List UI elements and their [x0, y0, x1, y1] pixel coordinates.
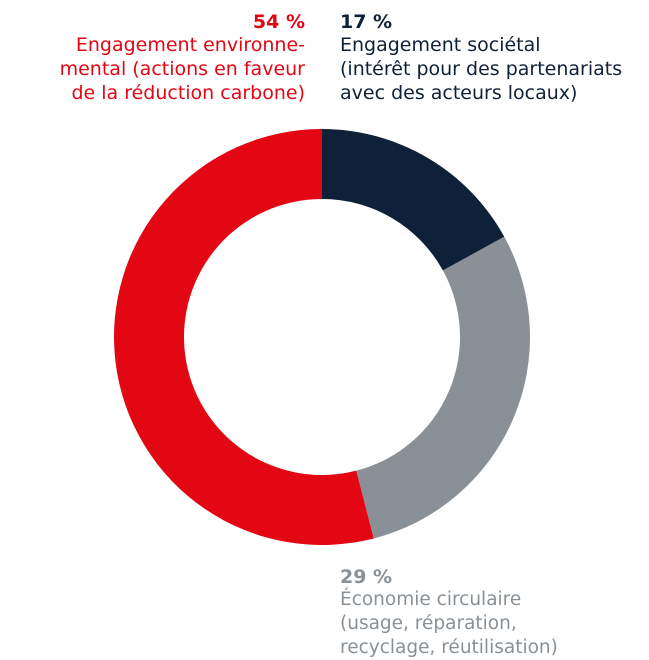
environmental-line-1: Engagement environne-: [75, 34, 305, 56]
label-circular-economy: 29 % Économie circulaire (usage, réparat…: [340, 566, 558, 660]
slice-societal: [322, 129, 505, 271]
slice-circular-economy: [356, 236, 530, 539]
societal-line-1: Engagement sociétal: [340, 34, 541, 56]
donut-slices: [113, 129, 530, 545]
circular-economy-percent: 29 %: [340, 566, 393, 588]
label-societal: 17 % Engagement sociétal (intérêt pour d…: [340, 11, 622, 105]
environmental-line-3: de la réduction carbone): [71, 82, 305, 104]
societal-percent: 17 %: [340, 11, 393, 33]
environmental-line-2: mental (actions en faveur: [59, 58, 305, 80]
environmental-percent: 54 %: [252, 11, 305, 33]
circular-economy-line-1: Économie circulaire: [340, 589, 522, 610]
circular-economy-line-3: recyclage, réutilisation): [340, 637, 558, 658]
circular-economy-line-2: (usage, réparation,: [340, 613, 517, 634]
societal-line-3: avec des acteurs locaux): [340, 82, 578, 104]
label-environmental: 54 % Engagement environne- mental (actio…: [60, 11, 305, 105]
slice-environmental: [113, 129, 374, 545]
societal-line-2: (intérêt pour des partenariats: [340, 58, 623, 80]
